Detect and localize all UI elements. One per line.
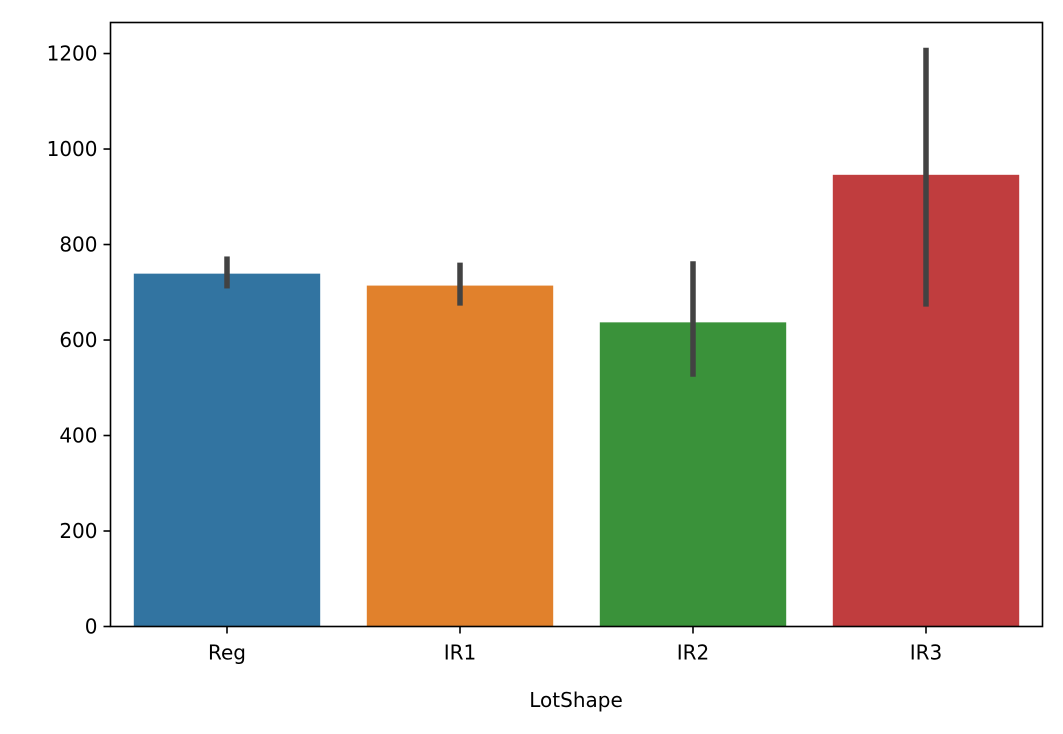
x-axis: Reg IR1 IR2 IR3 (208, 626, 943, 665)
bar-ir1 (366, 285, 554, 627)
x-tick-label: IR3 (910, 641, 943, 665)
y-tick-label: 600 (59, 328, 97, 352)
y-tick-label: 1000 (47, 137, 98, 161)
x-tick-label: IR2 (677, 641, 710, 665)
plot-frame (109, 21, 1044, 628)
x-axis-title: LotShape (529, 688, 623, 712)
y-tick-label: 0 (85, 615, 98, 639)
y-tick-label: 800 (59, 233, 97, 257)
x-tick-label: IR1 (444, 641, 477, 665)
x-tick-label: Reg (208, 641, 246, 665)
y-tick-label: 400 (59, 424, 97, 448)
y-tick-label: 1200 (47, 42, 98, 66)
y-axis: 0 200 400 600 800 1000 1200 (47, 42, 111, 639)
bar-reg (133, 273, 321, 627)
error-bars-layer (224, 47, 929, 377)
y-tick-label: 200 (59, 519, 97, 543)
bars-layer (133, 174, 1020, 627)
